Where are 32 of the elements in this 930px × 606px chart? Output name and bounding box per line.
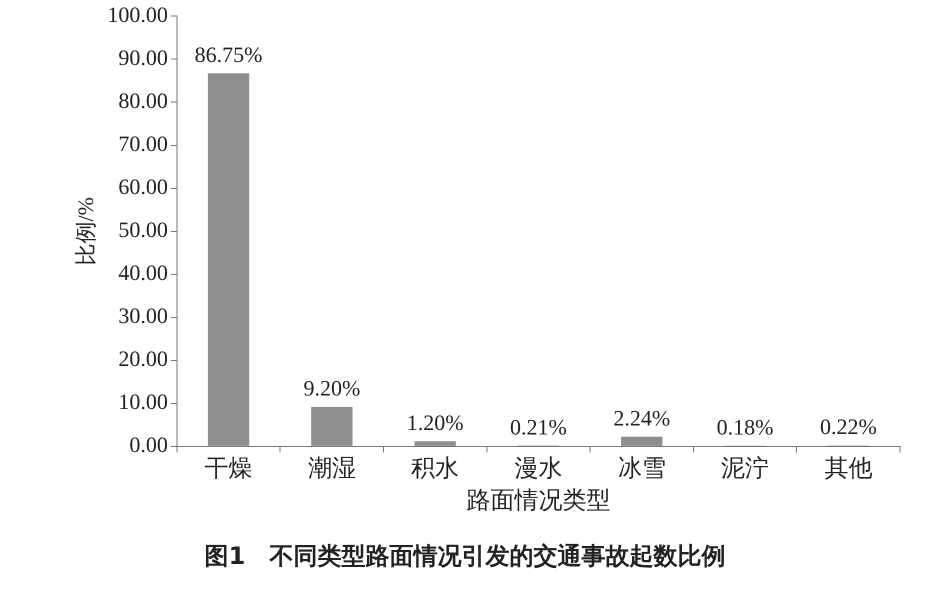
x-tick-label: 冰雪 bbox=[618, 456, 666, 482]
y-tick-label: 90.00 bbox=[118, 45, 168, 70]
data-label: 0.22% bbox=[820, 414, 877, 440]
y-axis-title: 比例/% bbox=[72, 197, 98, 266]
bar bbox=[414, 441, 456, 446]
y-tick-label: 0.00 bbox=[129, 432, 168, 458]
y-tick-label: 100.00 bbox=[107, 2, 168, 27]
y-tick-label: 30.00 bbox=[118, 303, 168, 328]
x-tick-label: 其他 bbox=[824, 456, 872, 482]
data-label: 0.18% bbox=[716, 414, 774, 440]
bar bbox=[621, 436, 662, 446]
y-tick-label: 80.00 bbox=[118, 88, 168, 114]
bar bbox=[311, 406, 353, 446]
data-label: 2.24% bbox=[613, 406, 670, 431]
data-label: 9.20% bbox=[303, 376, 360, 401]
x-tick-label: 泥泞 bbox=[721, 455, 770, 482]
data-label: 1.20% bbox=[406, 410, 464, 436]
x-tick-label: 干燥 bbox=[204, 456, 253, 482]
y-tick-label: 20.00 bbox=[118, 346, 168, 372]
data-label: 0.21% bbox=[510, 414, 567, 440]
x-tick-label: 积水 bbox=[411, 456, 460, 482]
y-tick-label: 40.00 bbox=[118, 260, 168, 286]
y-tick-label: 50.00 bbox=[118, 217, 168, 242]
bar bbox=[208, 73, 250, 446]
y-tick-label: 70.00 bbox=[118, 131, 168, 156]
data-label: 86.75% bbox=[194, 42, 262, 67]
x-axis-title: 路面情况类型 bbox=[466, 488, 610, 514]
x-tick-label: 潮湿 bbox=[308, 456, 356, 482]
x-tick-label: 漫水 bbox=[514, 456, 562, 482]
y-tick-label: 10.00 bbox=[118, 389, 168, 414]
y-tick-label: 60.00 bbox=[118, 174, 168, 200]
text: 图1 不同类型路面情况引发的交通事故起数比例 bbox=[204, 541, 726, 572]
